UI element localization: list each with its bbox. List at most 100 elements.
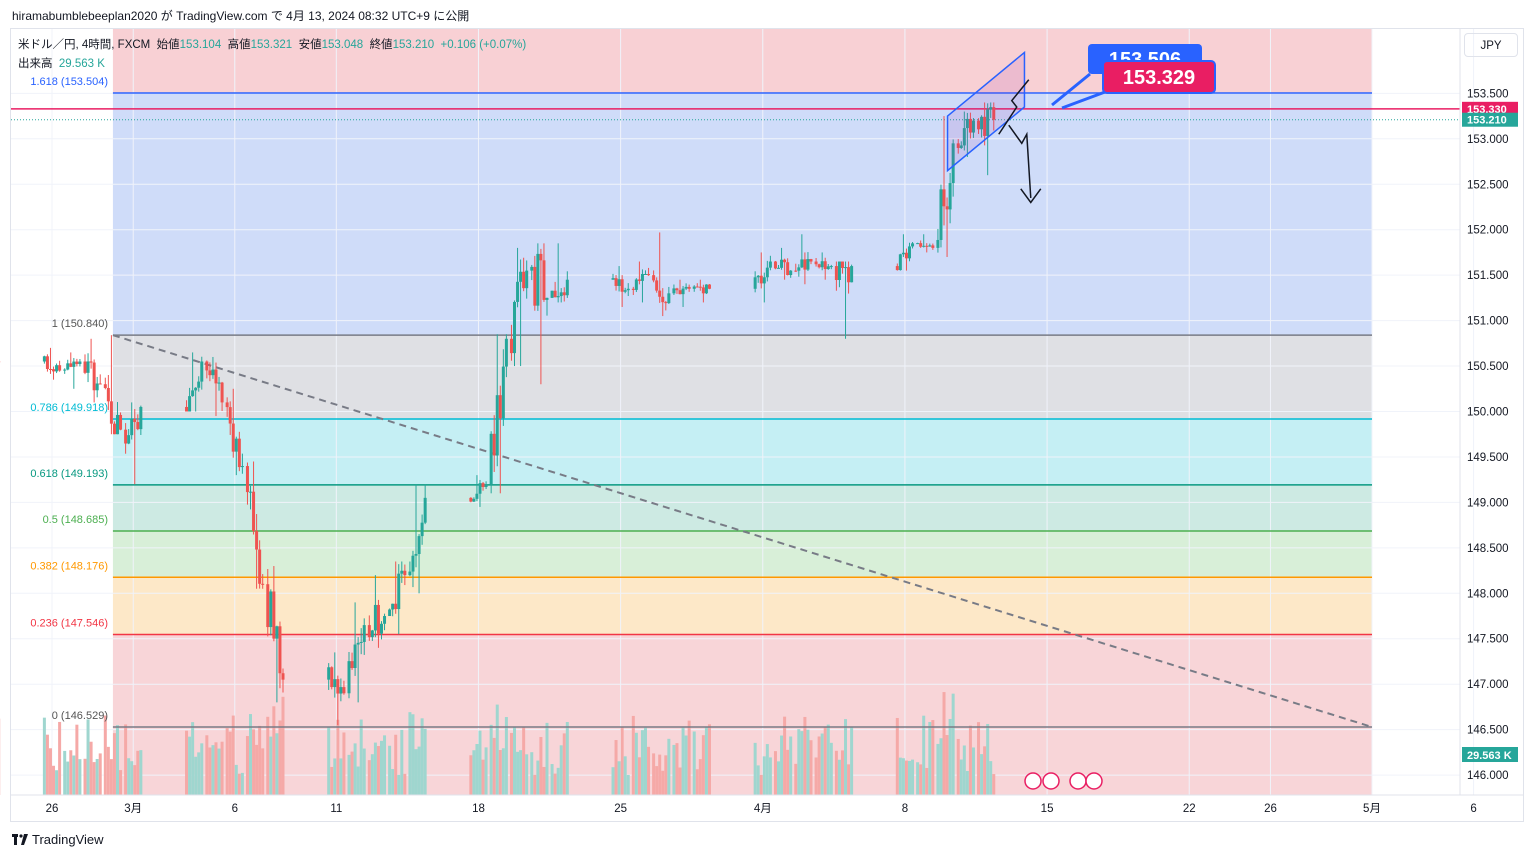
candle-body: [652, 275, 656, 281]
volume-bar: [272, 706, 276, 795]
arrow-up-drawing[interactable]: [998, 79, 1030, 135]
volume-bar: [481, 759, 485, 795]
candle-body: [106, 387, 110, 402]
volume-bar: [956, 738, 960, 795]
volume-bar: [66, 761, 70, 795]
symbol-name[interactable]: 米ドル／円, 4時間, FXCM: [18, 39, 151, 51]
volume-bar: [562, 733, 566, 795]
candle-body: [780, 259, 784, 268]
candle-body: [530, 266, 534, 271]
volume-bar: [275, 733, 279, 795]
candle-body: [901, 252, 905, 255]
candle-body: [559, 292, 563, 297]
trend-line-dashed[interactable]: [112, 334, 1373, 728]
volume-bar: [501, 748, 505, 795]
time-tick-2: 6: [232, 803, 238, 815]
candle-body: [895, 266, 899, 271]
event-dot-icon[interactable]: [1085, 772, 1103, 790]
candle-body: [916, 243, 920, 245]
volume-bar: [400, 729, 404, 795]
candle-body: [762, 277, 766, 284]
arrow-down-drawing[interactable]: [1008, 124, 1032, 198]
volume-bar: [962, 745, 966, 795]
candle-body: [977, 120, 981, 130]
volume-bar: [411, 714, 415, 795]
candle-body: [231, 423, 235, 452]
candle-body: [58, 365, 62, 371]
volume-bar: [495, 704, 499, 795]
volume-bar: [986, 723, 990, 795]
volume-bar: [620, 727, 624, 795]
volume-bar: [347, 754, 351, 795]
candle-body: [904, 252, 908, 259]
candle-body: [109, 401, 113, 424]
volume-bar: [194, 756, 198, 795]
open-label: 始値: [156, 39, 180, 51]
candle-body: [214, 369, 218, 384]
parallel-channel[interactable]: [946, 50, 1026, 173]
volume-bar: [777, 761, 781, 795]
candle-body: [504, 338, 508, 367]
currency-button[interactable]: JPY: [1464, 33, 1518, 57]
volume-bar: [667, 738, 671, 795]
volume-bar: [786, 749, 790, 795]
candle-body: [611, 278, 615, 280]
candle-body: [936, 239, 940, 248]
price-label-0: [1462, 101, 1518, 116]
candles: [0, 102, 996, 726]
candle-body: [847, 267, 851, 283]
arrow-down-head: [1020, 188, 1042, 204]
candle-body: [655, 280, 659, 291]
event-flag-icon[interactable]: [1069, 772, 1087, 790]
volume-bar: [773, 751, 777, 795]
candle-body: [844, 267, 848, 269]
footer-brand: TradingView: [12, 832, 104, 847]
volume-bar: [553, 773, 557, 795]
candle-body: [643, 273, 647, 275]
candle-body: [127, 435, 131, 444]
volume-bar: [109, 759, 113, 795]
candle-body: [550, 290, 554, 298]
volume-bar: [237, 773, 241, 795]
callout-pink[interactable]: [1102, 60, 1216, 94]
volume-bar: [837, 759, 841, 795]
volume-bar: [797, 729, 801, 795]
candle-body: [992, 107, 996, 120]
candle-body: [481, 483, 485, 487]
volume-bar: [977, 722, 981, 795]
chart-frame: [10, 28, 1524, 822]
candle-body: [965, 118, 969, 129]
candle-body: [139, 406, 143, 430]
volume-bar: [75, 724, 79, 795]
candle-body: [942, 189, 946, 207]
candle-body: [539, 253, 543, 261]
event-flash-icon[interactable]: [1024, 772, 1042, 790]
volume-bar: [403, 773, 407, 795]
volume-bar: [826, 724, 830, 795]
volume-bar: [898, 757, 902, 795]
volume-bar: [762, 756, 766, 795]
event-flag-icon[interactable]: [1042, 772, 1060, 790]
volume-bar: [362, 748, 366, 795]
volume-bar: [525, 754, 529, 795]
volume-bar: [794, 763, 798, 795]
candle-body: [809, 259, 813, 262]
volume-bar: [516, 751, 520, 795]
candle-body: [258, 549, 262, 584]
volume-bar: [394, 734, 398, 795]
candle-body: [261, 583, 265, 585]
candle-body: [956, 143, 960, 148]
price-tick-5: 151.000: [1467, 316, 1509, 328]
volume-bar: [278, 720, 282, 795]
candle-body: [95, 383, 99, 391]
volume-bar: [367, 760, 371, 795]
volume-bar: [414, 749, 418, 795]
volume-bar: [647, 746, 651, 795]
volume-bar: [408, 712, 412, 795]
candle-body: [664, 302, 668, 304]
volume-bar: [124, 724, 128, 795]
candle-body: [919, 243, 923, 247]
candle-body: [687, 286, 691, 289]
candle-body: [75, 361, 79, 365]
